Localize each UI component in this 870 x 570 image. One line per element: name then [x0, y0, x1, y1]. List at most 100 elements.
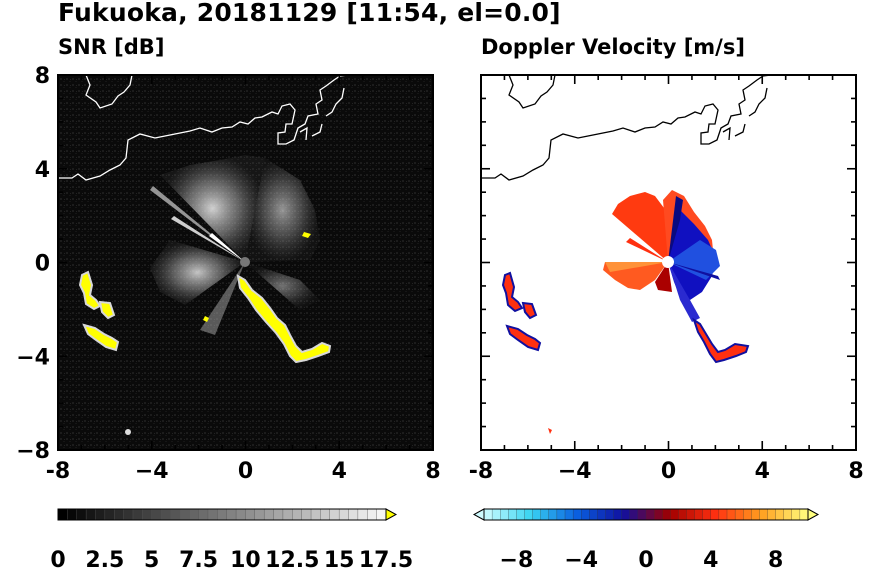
doppler-colorbar-swatch	[516, 508, 526, 521]
snr-colorbar-swatch	[376, 508, 387, 521]
snr-colorbar-swatch	[301, 508, 312, 521]
snr-colorbar-swatch	[348, 508, 359, 521]
doppler-colorbar-swatch	[775, 508, 785, 521]
snr-colorbar-swatch	[76, 508, 87, 521]
snr-colorbar-swatch	[217, 508, 228, 521]
snr-colorbar-label: 5	[144, 548, 159, 570]
snr-x-tick-label: 8	[425, 459, 440, 484]
doppler-colorbar-label: 4	[703, 548, 718, 570]
doppler-southeast-echo-band	[548, 317, 750, 434]
snr-colorbar-swatch	[245, 508, 256, 521]
snr-y-tick-label: 4	[35, 158, 50, 183]
snr-colorbar-label: 2.5	[85, 548, 124, 570]
doppler-colorbar-swatch	[548, 508, 558, 521]
snr-colorbar-swatch	[85, 508, 97, 521]
snr-west-echo-band	[78, 270, 120, 352]
doppler-x-tick-label: −4	[558, 459, 592, 484]
snr-colorbar-label: 0	[50, 548, 65, 570]
snr-southeast-echo-band	[203, 232, 332, 364]
doppler-axes: -8 −4 0 4 8	[469, 74, 864, 484]
doppler-colorbar-label: 0	[638, 548, 653, 570]
snr-colorbar-label: 10	[230, 548, 261, 570]
doppler-colorbar-swatch	[572, 508, 582, 521]
snr-colorbar-swatch	[310, 508, 322, 521]
doppler-colorbar-swatch	[500, 508, 509, 521]
snr-panel: -8 −4 0 4 8 8 4 0 −4 −8	[16, 64, 440, 484]
snr-colorbar-label: 17.5	[359, 548, 413, 570]
snr-colorbar-swatch	[338, 508, 350, 521]
doppler-colorbar-swatch	[637, 508, 647, 521]
snr-colorbar-label: 12.5	[265, 548, 319, 570]
doppler-colorbar-swatch	[702, 508, 712, 521]
snr-colorbar-swatch	[226, 508, 237, 521]
doppler-colorbar-swatch	[791, 508, 801, 521]
snr-colorbar-swatch	[179, 508, 190, 521]
snr-axes: -8 −4 0 4 8 8 4 0 −4 −8	[16, 64, 440, 484]
snr-colorbar-swatch	[263, 508, 275, 521]
doppler-colorbar-swatch	[710, 508, 720, 521]
snr-x-tick-label: 4	[332, 459, 347, 484]
snr-colorbar-swatch	[207, 508, 219, 521]
snr-colorbar-swatch	[188, 508, 200, 521]
doppler-colorbar-over-triangle	[807, 508, 820, 521]
doppler-colorbar-swatch	[783, 508, 793, 521]
snr-x-tick-label: 0	[238, 459, 253, 484]
doppler-panel: -8 −4 0 4 8	[469, 74, 864, 484]
doppler-colorbar-swatch	[759, 508, 769, 521]
snr-colorbar-swatch	[282, 508, 293, 521]
figure-title: Fukuoka, 20181129 [11:54, el=0.0]	[58, 0, 561, 27]
doppler-colorbar-swatch	[589, 508, 599, 521]
doppler-colorbar-swatch	[524, 508, 534, 521]
doppler-colorbar-swatch	[540, 508, 550, 521]
snr-colorbar-swatch	[254, 508, 265, 521]
doppler-colorbar-swatch	[508, 508, 518, 521]
snr-colorbar-label: 15	[324, 548, 355, 570]
doppler-colorbar: −8 −4 0 4 8	[472, 508, 820, 570]
doppler-coastline	[481, 74, 772, 181]
snr-colorbar-swatch	[132, 508, 144, 521]
snr-y-tick-label: −4	[16, 345, 50, 370]
doppler-colorbar-swatch	[556, 508, 566, 521]
doppler-west-echo-band	[501, 271, 542, 352]
snr-x-tick-label: −4	[135, 459, 169, 484]
snr-y-tick-label: −8	[16, 439, 50, 464]
doppler-colorbar-swatch	[613, 508, 623, 521]
snr-x-tick-label: -8	[46, 459, 70, 484]
doppler-colorbar-swatch	[734, 508, 744, 521]
doppler-colorbar-swatch	[629, 508, 639, 521]
doppler-colorbar-swatch	[653, 508, 663, 521]
snr-y-tick-label: 8	[35, 64, 50, 89]
doppler-colorbar-swatch	[645, 508, 655, 521]
doppler-colorbar-swatch	[678, 508, 688, 521]
snr-colorbar-frame	[57, 508, 387, 521]
doppler-x-tick-label: -8	[469, 459, 493, 484]
snr-panel-title: SNR [dB]	[58, 35, 165, 59]
doppler-x-tick-label: 0	[661, 459, 676, 484]
snr-colorbar-label: 7.5	[179, 548, 218, 570]
doppler-colorbar-swatch	[483, 508, 493, 521]
doppler-x-tick-label: 8	[848, 459, 863, 484]
doppler-colorbar-label: −8	[500, 548, 534, 570]
doppler-colorbar-swatch	[564, 508, 574, 521]
doppler-panel-title: Doppler Velocity [m/s]	[481, 35, 745, 59]
snr-colorbar-swatch	[235, 508, 247, 521]
doppler-colorbar-swatch	[767, 508, 777, 521]
doppler-colorbar-swatch	[581, 508, 590, 521]
doppler-colorbar-label: −4	[564, 548, 598, 570]
doppler-colorbar-swatch	[670, 508, 680, 521]
doppler-colorbar-swatch	[621, 508, 631, 521]
doppler-colorbar-swatch	[718, 508, 728, 521]
snr-colorbar-swatch	[151, 508, 162, 521]
snr-colorbar-swatch	[329, 508, 340, 521]
doppler-x-tick-label: 4	[755, 459, 770, 484]
snr-colorbar-swatch	[198, 508, 209, 521]
snr-colorbar-swatch	[95, 508, 106, 521]
snr-colorbar-over-triangle	[385, 508, 398, 521]
doppler-colorbar-swatch	[751, 508, 761, 521]
doppler-colorbar-swatch	[799, 508, 809, 521]
doppler-colorbar-swatch	[605, 508, 615, 521]
snr-colorbar-swatch	[367, 508, 378, 521]
doppler-colorbar-swatch	[694, 508, 704, 521]
doppler-colorbar-frame	[483, 508, 809, 521]
